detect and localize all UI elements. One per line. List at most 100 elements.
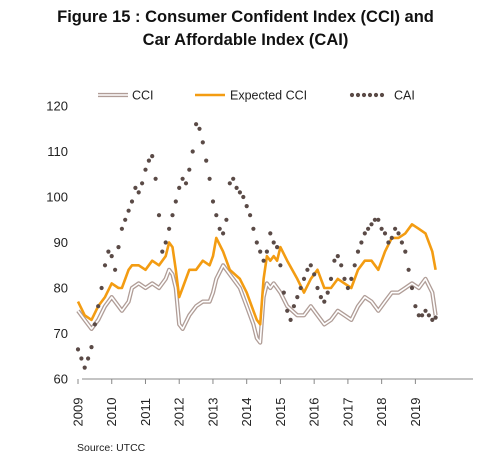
series-cai-point — [298, 285, 303, 291]
series-cai-point — [396, 231, 401, 236]
series-cai-point — [268, 231, 273, 236]
series-cai-point — [79, 356, 84, 361]
series-cai-point — [156, 213, 162, 218]
x-tick-label: 2018 — [374, 398, 389, 427]
series-cai-point — [355, 249, 361, 254]
series-cai-point — [99, 285, 104, 291]
series-cai-point — [89, 345, 94, 350]
series-cai-point — [318, 295, 323, 300]
series-cai-point — [420, 313, 425, 318]
series-cai-point — [207, 176, 212, 181]
series-cai-point — [244, 204, 249, 209]
y-tick-label: 120 — [46, 99, 68, 114]
series-cai-point — [423, 308, 428, 313]
chart-title: Figure 15 : Consumer Confident Index (CC… — [0, 6, 491, 52]
series-cai-point — [275, 245, 280, 250]
series-expected-cci-line — [76, 223, 437, 326]
x-tick-label: 2014 — [239, 398, 254, 427]
series-cai-point — [426, 313, 431, 318]
legend-cai-swatch-dot — [367, 92, 373, 98]
series-cai-point — [163, 240, 168, 245]
series-cai-point — [258, 249, 263, 254]
series-cai-point — [291, 304, 296, 309]
x-tick-label: 2010 — [104, 398, 119, 427]
y-tick-label: 70 — [54, 326, 68, 341]
series-cai-point — [416, 313, 421, 318]
series-cai-point — [183, 181, 189, 186]
y-tick-label: 60 — [54, 372, 68, 387]
source-note: Source: UTCC — [77, 442, 146, 454]
series-cai-point — [136, 190, 141, 195]
series-cai-point — [376, 217, 381, 222]
chart-title-line-1: Figure 15 : Consumer Confident Index (CC… — [57, 8, 434, 26]
x-tick-label: 2015 — [273, 398, 288, 427]
legend-cai-swatch-dot — [379, 92, 385, 98]
series-cai-point — [210, 199, 216, 204]
series-cai-point — [433, 315, 438, 320]
series-cai-point — [146, 158, 151, 163]
series-cai-point — [119, 226, 124, 231]
x-tick-label: 2009 — [71, 398, 86, 427]
series-cai-point — [322, 299, 327, 304]
series-cai-point — [248, 213, 253, 218]
series-cai-point — [271, 240, 276, 245]
series-cai-point — [241, 194, 246, 200]
series-cai-point — [369, 222, 374, 227]
x-tick-label: 2012 — [172, 398, 187, 427]
series-cai-point — [399, 240, 404, 245]
series-cai-point — [403, 249, 408, 254]
y-tick-label: 100 — [46, 190, 68, 205]
series-cai-point — [133, 185, 138, 190]
series-cai-point — [224, 217, 229, 222]
series-cai-point — [129, 199, 135, 204]
series-cai-point — [285, 308, 290, 313]
series-cai-point — [352, 263, 357, 268]
series-cai-point — [153, 176, 158, 181]
legend-cai-swatch-dot — [355, 92, 361, 98]
series-cai-point — [430, 317, 435, 322]
series-cci-line-outer — [76, 263, 438, 345]
series-cai-point — [281, 290, 286, 295]
y-tick-label: 90 — [54, 235, 68, 250]
series-cai-point — [177, 185, 182, 190]
series-cai-point — [342, 276, 347, 281]
series-cai-point — [382, 231, 388, 236]
legend-cai-swatch-dot — [349, 92, 355, 98]
series-cai-point — [389, 235, 394, 240]
series-cci-line-inner — [77, 264, 437, 344]
y-tick-label: 80 — [54, 281, 68, 296]
series-cai-point — [308, 263, 313, 268]
series-cai-point — [194, 122, 199, 127]
series-cai-point — [173, 199, 178, 204]
series-cai-point — [315, 285, 320, 291]
series-cai-point — [231, 176, 236, 181]
series-cai-point — [264, 249, 269, 254]
series-cai-point — [339, 263, 344, 268]
series-cai-point — [170, 213, 175, 218]
series-cai-point — [140, 181, 145, 186]
x-tick-label: 2019 — [408, 398, 423, 427]
series-cai-point — [82, 365, 87, 370]
series-cai-point — [393, 226, 398, 231]
series-cai-point — [237, 190, 242, 195]
series-cai-point — [92, 322, 97, 327]
x-tick-label: 2013 — [205, 398, 220, 427]
x-tick-label: 2017 — [340, 398, 355, 427]
series-cai-point — [102, 263, 108, 268]
series-cai-point — [349, 276, 354, 281]
series-cai-point — [160, 249, 165, 254]
series-cai-point — [288, 317, 293, 322]
series-cai-point — [379, 226, 384, 231]
series-cai-point — [227, 181, 232, 186]
y-tick-label: 110 — [47, 144, 68, 159]
series-cai-point — [409, 285, 415, 291]
series-cai-point — [362, 231, 367, 236]
series-cai-point — [217, 226, 222, 231]
series-cai-point — [167, 226, 172, 231]
series-cai-point — [143, 167, 148, 172]
series-cai-point — [150, 154, 155, 159]
series-cai-point — [305, 267, 310, 272]
series-cai-point — [301, 276, 307, 281]
series-cai-point — [113, 267, 118, 272]
